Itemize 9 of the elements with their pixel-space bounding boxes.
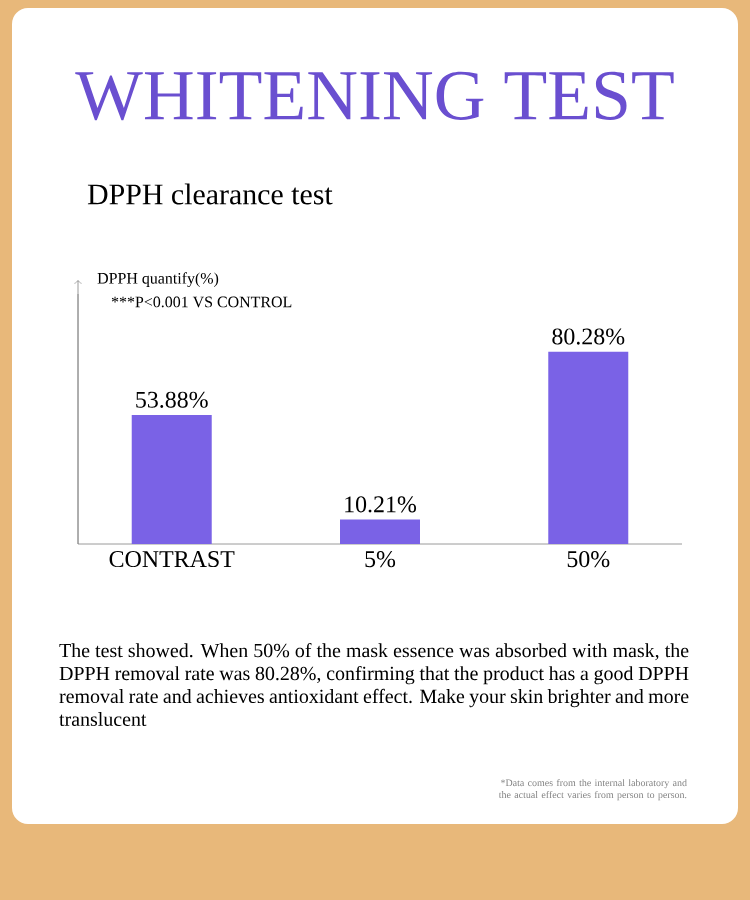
data-label: 80.28% (552, 328, 625, 345)
text: The test showed. When 50% of the mask essence was absorbed with mask, the DPPH removal rate was 80.28%, confirming that the product has a good DPPH removal rate and achieves antioxidant effect. Make your skin brighter and more translucent (59, 643, 689, 726)
chart-title: WHITENING TEST (75, 71, 674, 121)
x-tick-label: CONTRAST (109, 551, 235, 568)
x-tick-label: 50% (567, 551, 610, 568)
chart-subtitle: DPPH clearance test (87, 183, 333, 205)
data-label: 10.21% (345, 496, 417, 513)
data-label: 53.88% (136, 391, 208, 408)
x-tick-label: 5% (365, 551, 396, 568)
